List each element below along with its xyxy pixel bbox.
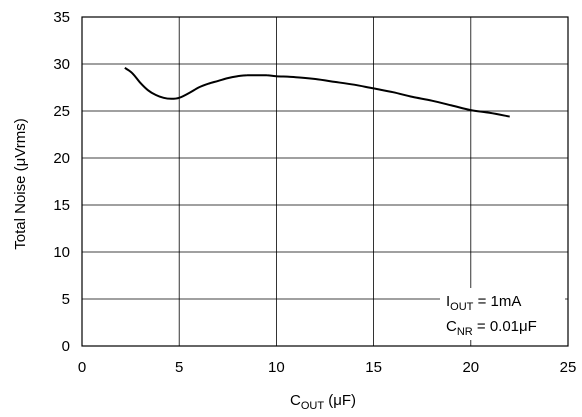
x-tick-label: 10 [268,359,285,376]
y-tick-label: 25 [53,103,70,120]
y-tick-label: 10 [53,244,70,261]
y-tick-label: 35 [53,9,70,26]
y-axis-label: Total Noise (μVrms) [12,118,29,249]
x-tick-label: 25 [560,359,577,376]
y-tick-label: 5 [62,291,70,308]
x-tick-label: 0 [78,359,86,376]
annotation-background [440,288,565,340]
x-axis-label: COUT (μF) [290,392,356,412]
series-line [124,66,510,118]
x-tick-label: 20 [462,359,479,376]
annotation-cnr: CNR = 0.01μF [446,318,537,338]
y-tick-label: 20 [53,150,70,167]
grid-lines [82,17,568,346]
y-tick-label: 0 [62,338,70,355]
y-tick-labels: 0 5 10 15 20 25 30 35 [53,9,70,355]
plot-frame [81,16,569,347]
x-tick-label: 15 [365,359,382,376]
y-tick-label: 15 [53,197,70,214]
y-tick-label: 30 [53,56,70,73]
x-tick-labels: 0 5 10 15 20 25 [78,359,577,376]
annotation-iout: IOUT = 1mA [446,293,521,313]
x-tick-label: 5 [175,359,183,376]
